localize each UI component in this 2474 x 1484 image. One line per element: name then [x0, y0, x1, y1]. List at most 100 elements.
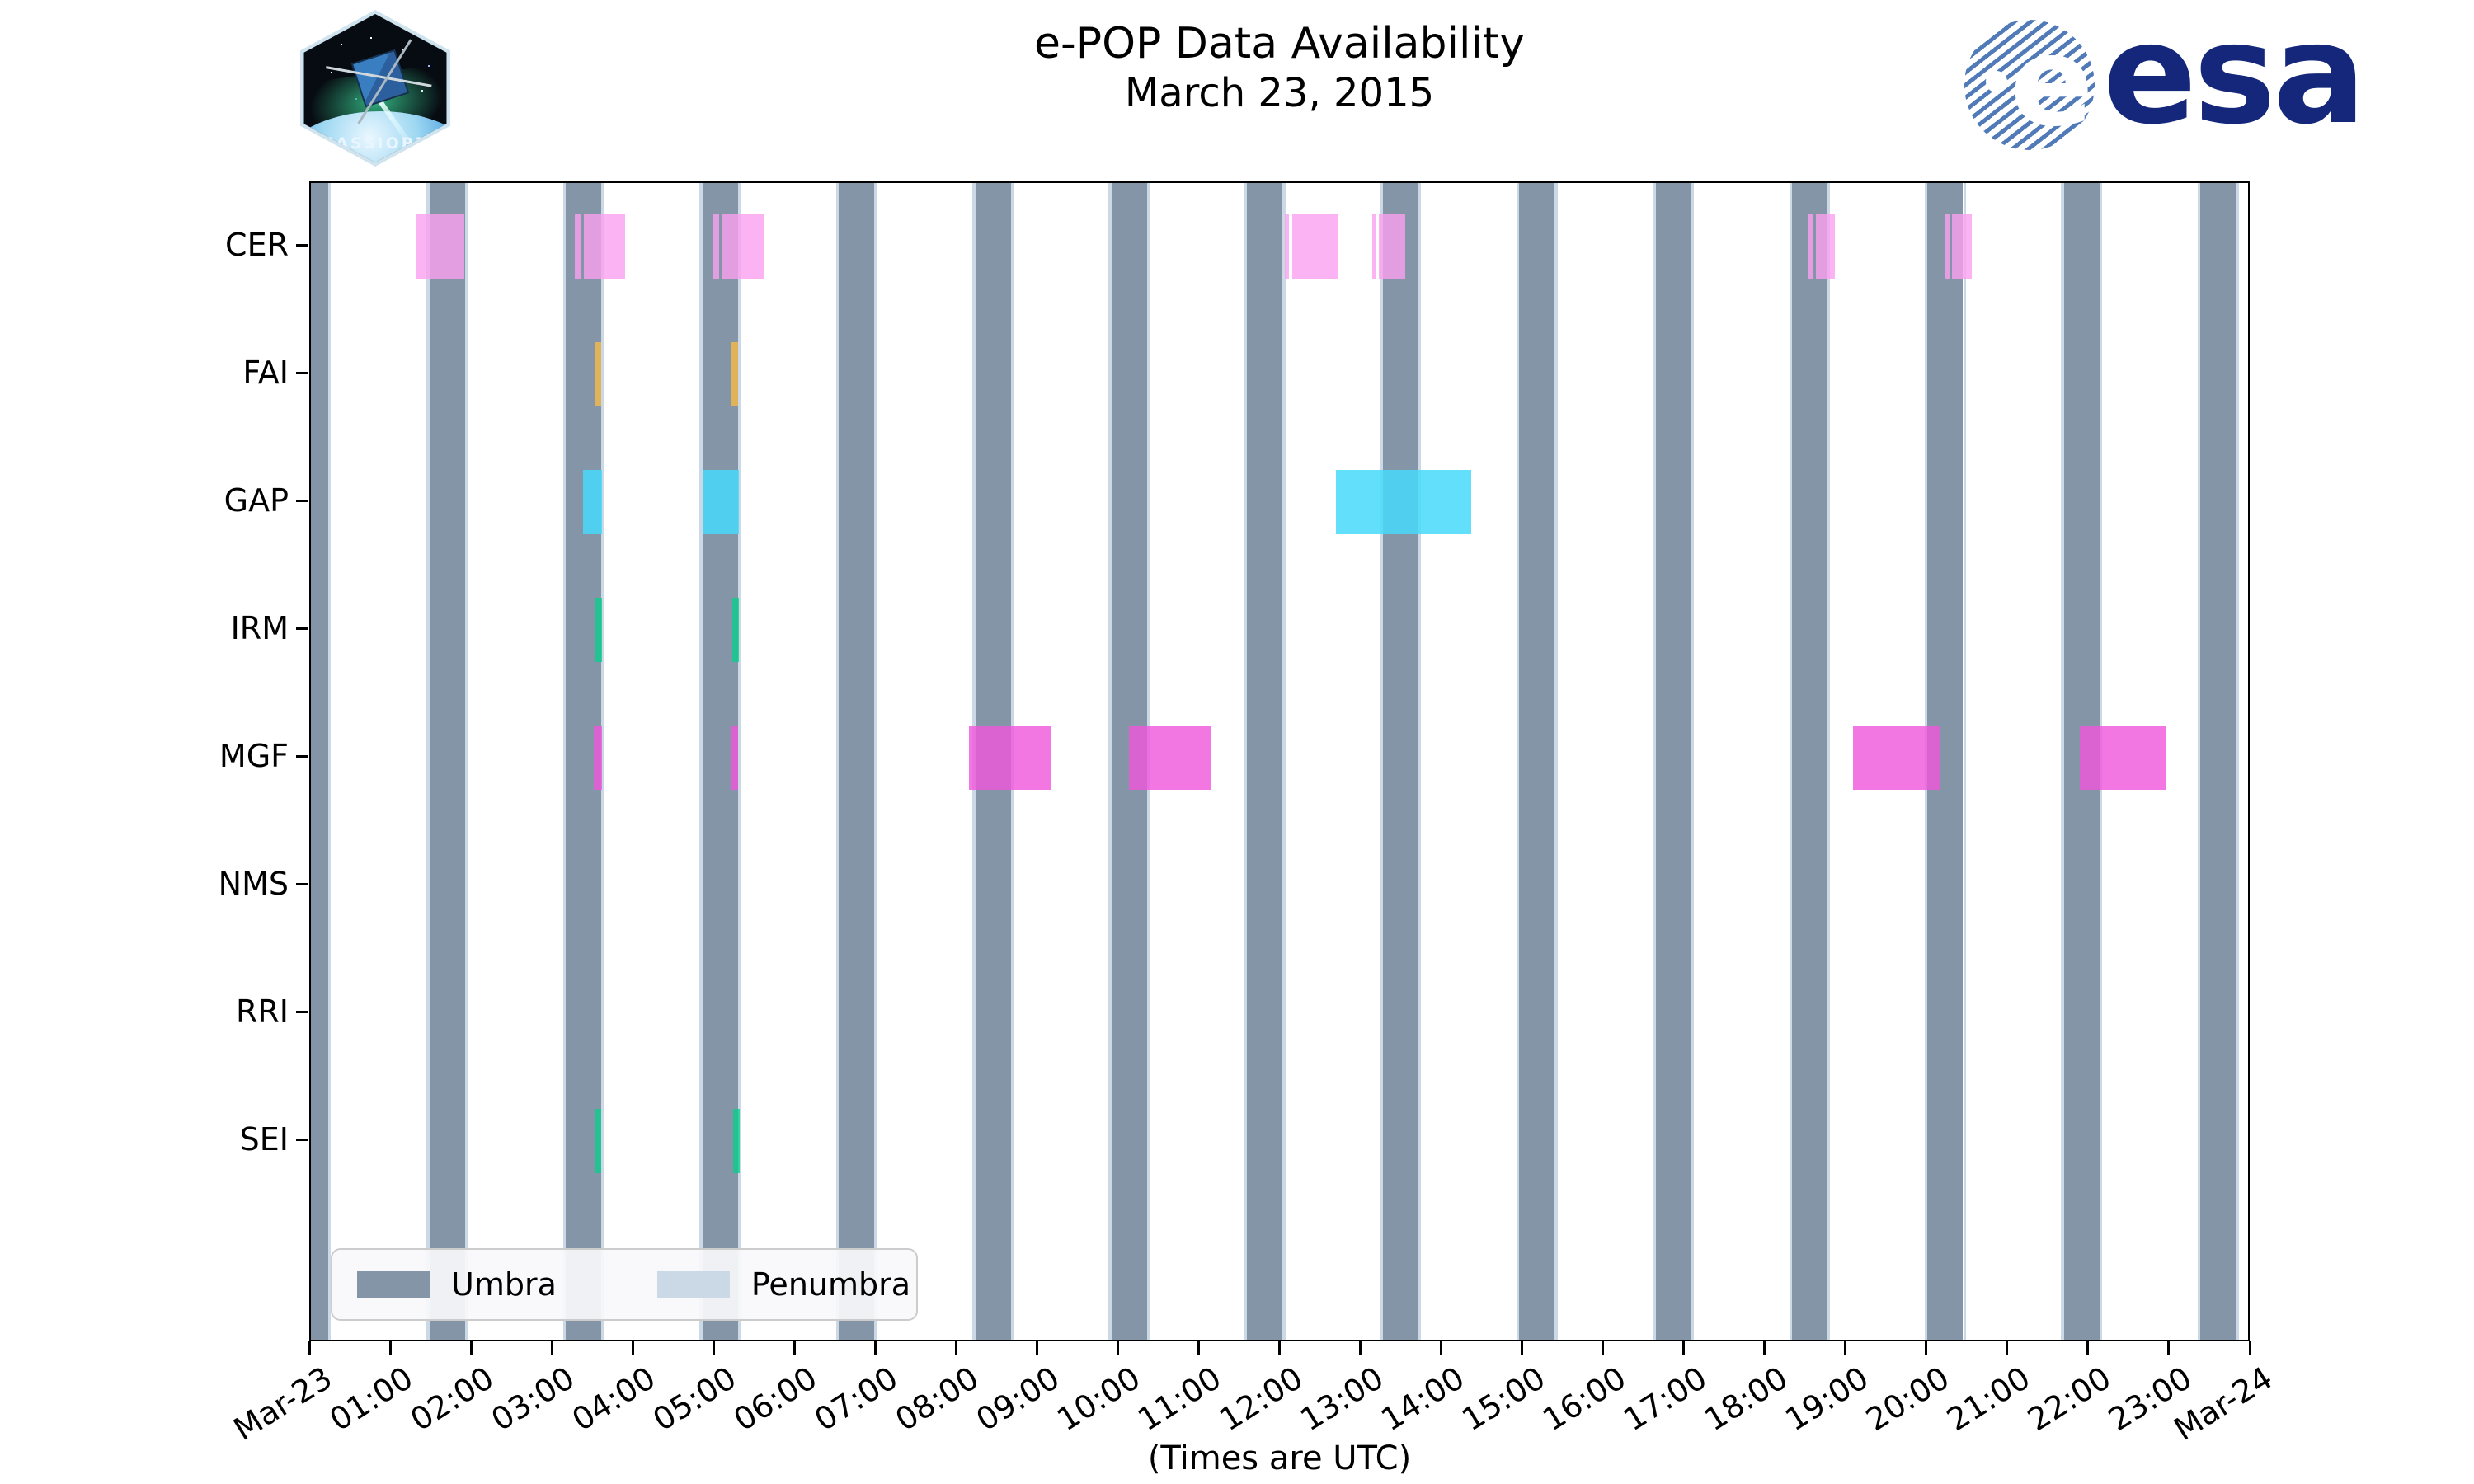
- penumbra-bar: [601, 183, 604, 1340]
- esa-globe-icon: e: [1964, 20, 2095, 150]
- penumbra-legend-label: Penumbra: [750, 1266, 911, 1303]
- penumbra-bar: [874, 183, 877, 1340]
- chart-title: e-POP Data Availability: [1033, 19, 1526, 68]
- availability-bar-cer: [1292, 214, 1338, 279]
- availability-bar-cer: [1372, 214, 1376, 279]
- y-tick-label-nms: NMS: [218, 866, 289, 902]
- umbra-bar: [1247, 183, 1283, 1340]
- x-tick: [469, 1341, 473, 1355]
- penumbra-bar: [1554, 183, 1558, 1340]
- x-tick: [1602, 1341, 1605, 1355]
- x-tick: [1359, 1341, 1362, 1355]
- x-tick: [1440, 1341, 1443, 1355]
- x-tick: [1278, 1341, 1281, 1355]
- penumbra-bar: [1418, 183, 1422, 1340]
- umbra-bar: [1382, 183, 1418, 1340]
- penumbra-bar: [1691, 183, 1695, 1340]
- x-tick: [712, 1341, 715, 1355]
- chart-title-block: e-POP Data Availability March 23, 2015: [309, 18, 2250, 117]
- availability-bar-sei: [595, 1109, 602, 1173]
- x-tick: [1521, 1341, 1524, 1355]
- y-tick: [296, 1010, 308, 1013]
- umbra-bar: [2200, 183, 2236, 1340]
- availability-bar-gap: [1336, 470, 1472, 534]
- penumbra-bar: [2061, 183, 2064, 1340]
- availability-bar-gap: [702, 470, 739, 534]
- availability-bar-cer: [1285, 214, 1290, 279]
- penumbra-bar: [1789, 183, 1792, 1340]
- penumbra-bar: [699, 183, 703, 1340]
- penumbra-bar: [737, 183, 741, 1340]
- y-tick: [296, 499, 308, 502]
- penumbra-bar: [464, 183, 468, 1340]
- y-tick-label-rri: RRI: [235, 993, 289, 1030]
- penumbra-bar: [1516, 183, 1520, 1340]
- umbra-bar: [839, 183, 875, 1340]
- availability-bar-cer: [583, 214, 625, 279]
- y-tick: [296, 882, 308, 885]
- x-tick: [2167, 1341, 2171, 1355]
- x-tick: [550, 1341, 553, 1355]
- penumbra-bar: [2236, 183, 2239, 1340]
- y-tick: [296, 627, 308, 630]
- availability-bar-cer: [1951, 214, 1973, 279]
- availability-bar-sei: [732, 1109, 740, 1173]
- umbra-bar: [1655, 183, 1691, 1340]
- availability-bar-mgf: [593, 726, 603, 790]
- umbra-bar: [1519, 183, 1555, 1340]
- x-tick: [1763, 1341, 1766, 1355]
- availability-bar-cer: [722, 214, 764, 279]
- availability-bar-cer: [713, 214, 720, 279]
- availability-bar-fai: [595, 342, 602, 406]
- x-tick: [1035, 1341, 1038, 1355]
- esa-globe-e-letter: e: [2010, 20, 2094, 150]
- x-tick: [1844, 1341, 1847, 1355]
- availability-bar-gap: [582, 470, 603, 534]
- x-tick: [1116, 1341, 1119, 1355]
- esa-globe-star-icon: [1986, 71, 2007, 92]
- legend: Umbra Penumbra: [331, 1248, 918, 1321]
- x-tick: [2006, 1341, 2009, 1355]
- umbra-bar: [311, 183, 328, 1340]
- y-tick: [296, 371, 308, 374]
- availability-bar-mgf: [2080, 726, 2167, 790]
- availability-bar-cer: [1816, 214, 1835, 279]
- penumbra-bar: [426, 183, 430, 1340]
- penumbra-bar: [327, 183, 331, 1340]
- penumbra-bar: [1653, 183, 1656, 1340]
- chart-subtitle-date: March 23, 2015: [1124, 70, 1435, 116]
- x-tick: [2248, 1341, 2251, 1355]
- umbra-bar: [429, 183, 465, 1340]
- x-tick: [1682, 1341, 1686, 1355]
- x-tick: [954, 1341, 957, 1355]
- x-tick: [873, 1341, 877, 1355]
- esa-logo: e esa: [1964, 0, 2366, 157]
- x-axis-title: (Times are UTC): [1147, 1439, 1412, 1477]
- availability-bar-irm: [731, 598, 739, 662]
- plot-area: Umbra Penumbra: [309, 181, 2250, 1341]
- y-tick-label-mgf: MGF: [219, 738, 289, 774]
- penumbra-bar: [1282, 183, 1286, 1340]
- y-tick-label-cer: CER: [225, 227, 289, 263]
- x-tick: [388, 1341, 392, 1355]
- umbra-legend-swatch: [357, 1271, 430, 1298]
- penumbra-bar: [1380, 183, 1383, 1340]
- penumbra-bar: [1244, 183, 1248, 1340]
- availability-bar-mgf: [968, 726, 1051, 790]
- umbra-legend-label: Umbra: [451, 1266, 557, 1303]
- penumbra-bar: [1963, 183, 1966, 1340]
- penumbra-bar: [562, 183, 567, 1340]
- availability-bar-cer: [1808, 214, 1814, 279]
- availability-bar-fai: [731, 342, 738, 406]
- y-tick: [296, 754, 308, 758]
- y-tick-label-irm: IRM: [230, 610, 289, 646]
- availability-bar-cer: [1378, 214, 1406, 279]
- x-tick: [793, 1341, 796, 1355]
- y-tick-label-fai: FAI: [242, 355, 289, 391]
- penumbra-legend-swatch: [656, 1271, 730, 1298]
- availability-bar-irm: [595, 598, 603, 662]
- penumbra-bar: [1108, 183, 1112, 1340]
- x-tick: [631, 1341, 634, 1355]
- availability-bar-cer: [575, 214, 581, 279]
